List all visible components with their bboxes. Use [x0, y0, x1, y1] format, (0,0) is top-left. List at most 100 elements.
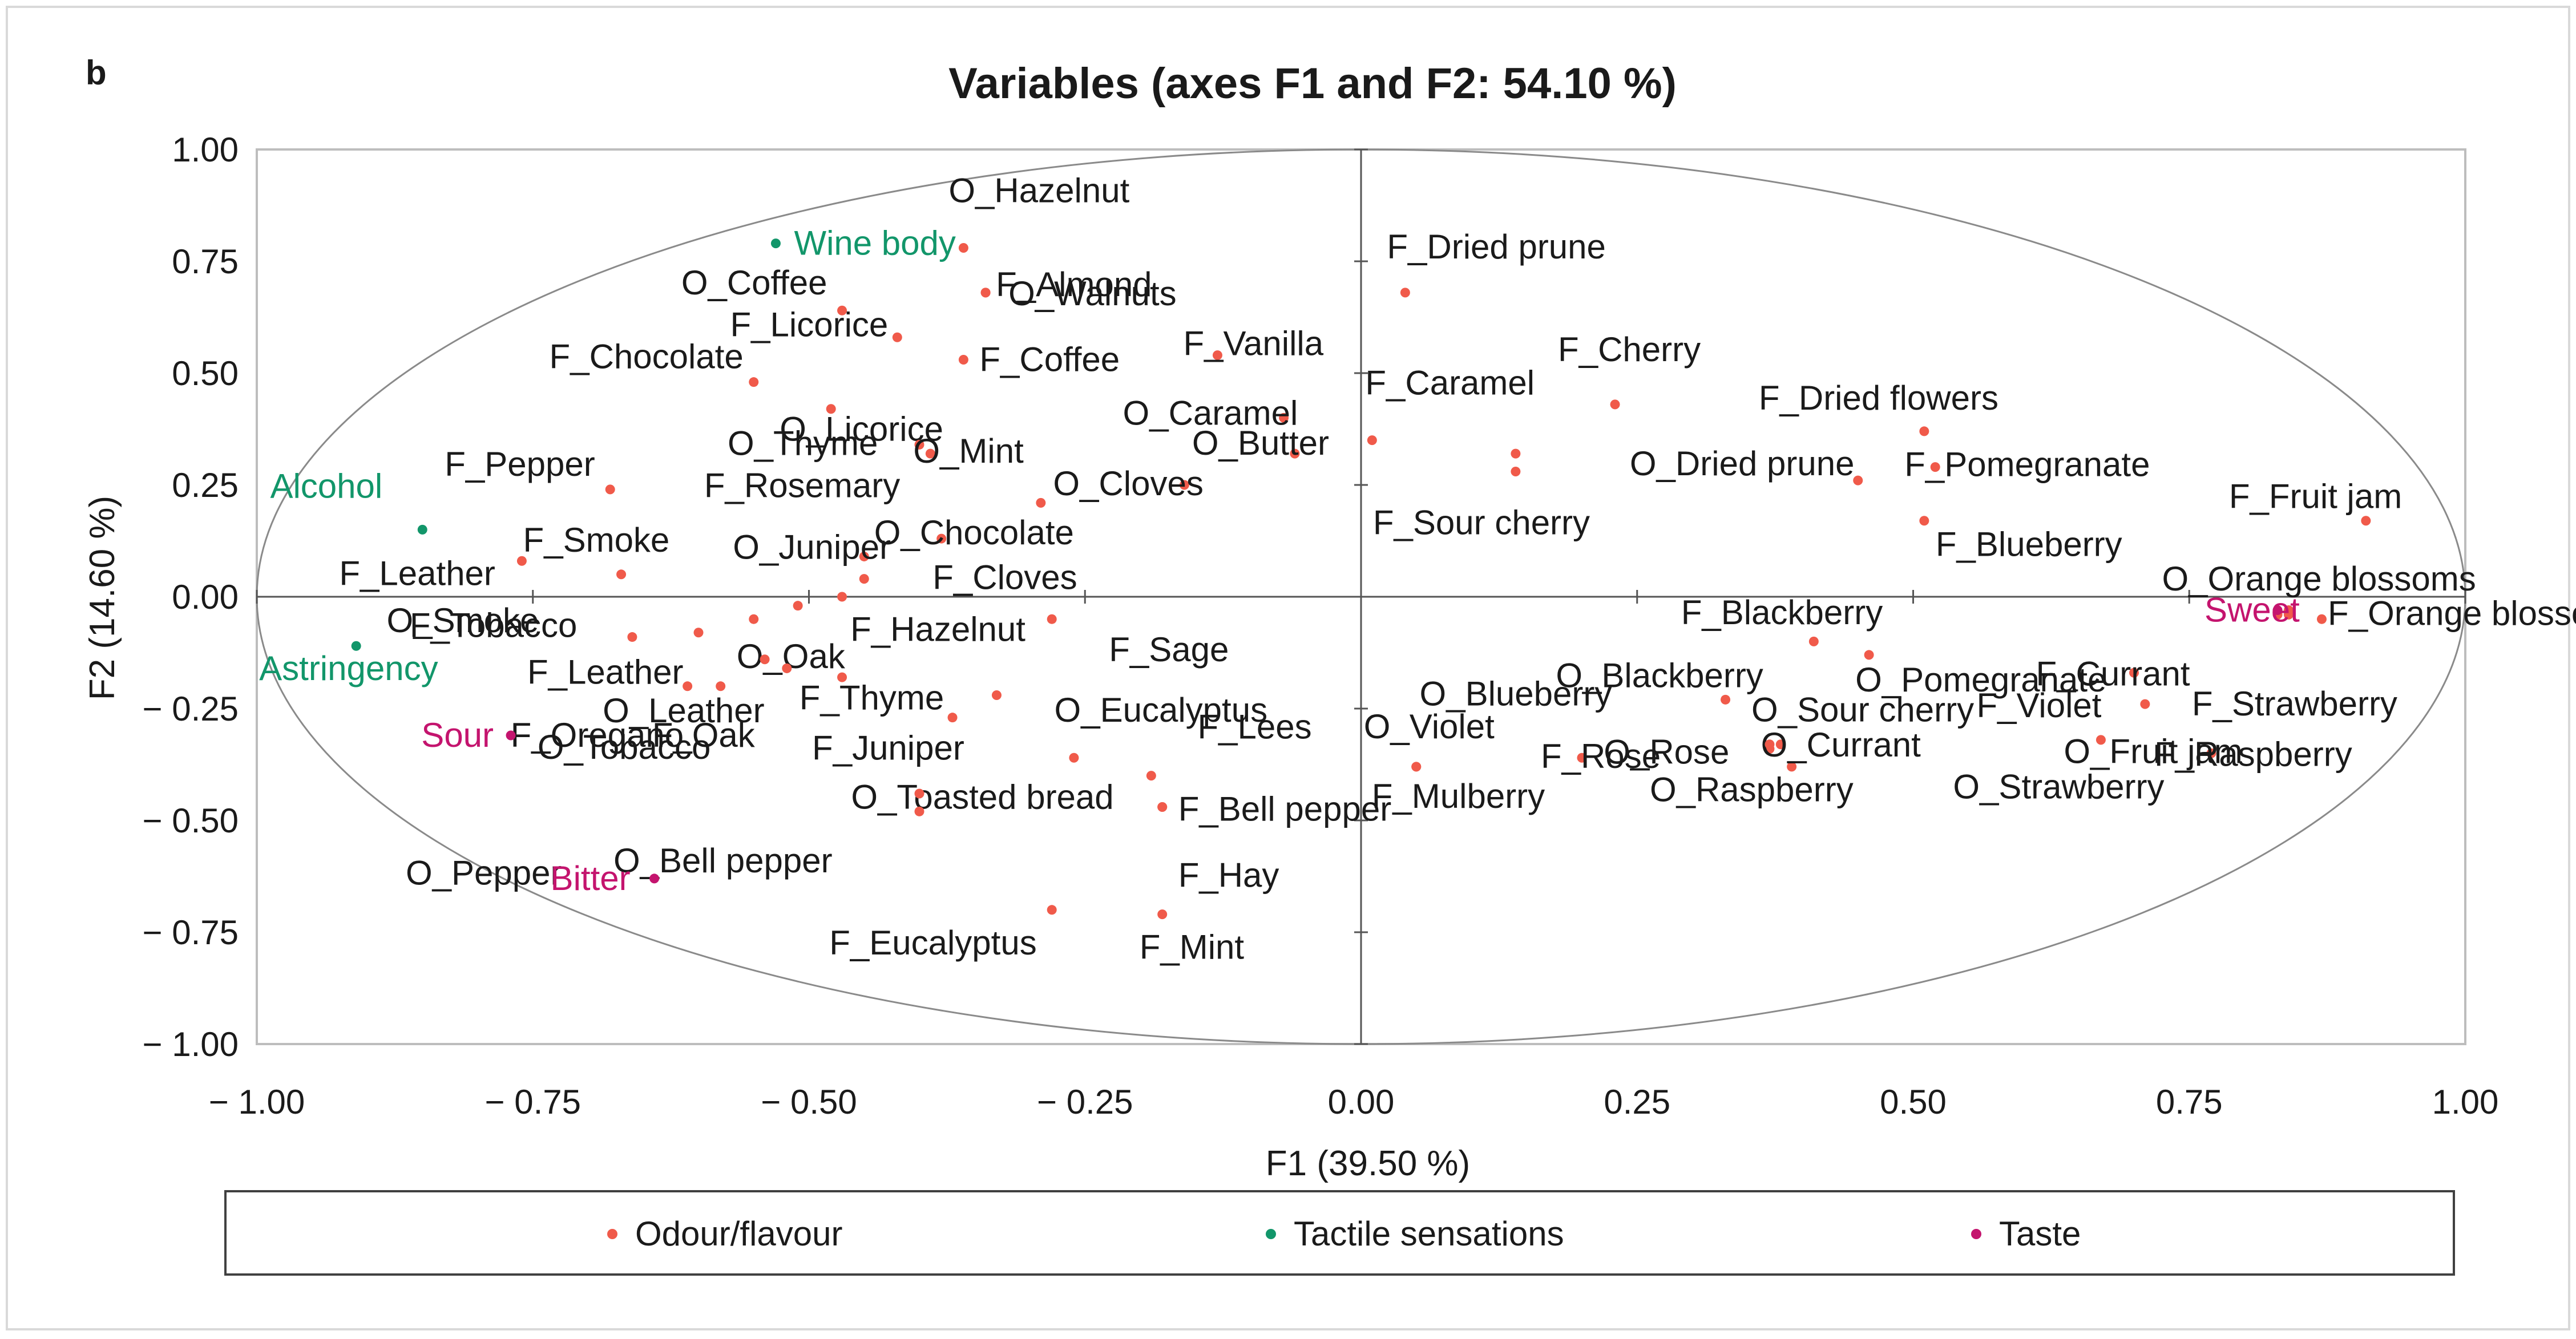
legend-item-tactile: Tactile sensations: [1266, 1215, 1564, 1253]
y-tick-label: − 0.75: [143, 913, 239, 952]
point-odour-flavour: [1036, 497, 1046, 508]
point-label: F_Blueberry: [1936, 525, 2122, 564]
x-tick-label: 0.25: [1604, 1083, 1670, 1121]
point-odour-flavour: [1157, 909, 1168, 920]
point-label: F_Cloves: [932, 559, 1077, 597]
x-axis-title: F1 (39.50 %): [1266, 1144, 1470, 1183]
point-label: F_Eucalyptus: [829, 924, 1037, 962]
point-label: F_Bell pepper: [1178, 790, 1392, 828]
point-odour-flavour: [837, 305, 847, 315]
x-tick-label: 0.00: [1328, 1083, 1395, 1121]
point-odour-flavour: [936, 533, 947, 544]
point-taste: [506, 730, 516, 741]
point-label: F_Dried flowers: [1759, 379, 1998, 417]
x-tick-label: 1.00: [2432, 1083, 2499, 1121]
point-label: F_Smoke: [523, 521, 670, 559]
legend-item-odour: Odour/flavour: [607, 1215, 843, 1253]
point-odour-flavour: [1212, 350, 1222, 361]
x-tick-label: − 0.25: [1037, 1083, 1133, 1121]
point-label: O_Walnuts: [1008, 274, 1177, 313]
legend-label-taste: Taste: [1999, 1215, 2081, 1253]
chart-title: Variables (axes F1 and F2: 54.10 %): [948, 59, 1677, 108]
point-odour-flavour: [1047, 905, 1057, 915]
y-tick-label: 0.75: [172, 242, 239, 281]
point-taste: [2272, 605, 2283, 616]
point-odour-flavour: [1930, 462, 1940, 472]
point-label: O_Hazelnut: [948, 171, 1129, 209]
point-label: F_Caramel: [1365, 364, 1535, 402]
y-tick-label: 0.50: [172, 354, 239, 393]
point-odour-flavour: [716, 681, 726, 691]
point-label: F_Hazelnut: [850, 610, 1025, 649]
point-odour-flavour: [1787, 762, 1797, 772]
panel-label: b: [86, 54, 107, 92]
point-label: O_Cloves: [1053, 464, 1203, 503]
point-odour-flavour: [1290, 448, 1300, 459]
point-label: F_Strawberry: [2192, 685, 2397, 723]
point-odour-flavour: [1808, 636, 1819, 646]
point-label: F_Rosemary: [704, 466, 900, 504]
point-label: O_Toasted bread: [851, 778, 1113, 816]
point-odour-flavour: [616, 569, 627, 580]
figure-border: [6, 6, 2570, 1330]
point-odour-flavour: [1400, 288, 1410, 298]
y-tick-label: 0.25: [172, 466, 239, 504]
point-label: F_Licorice: [730, 305, 889, 343]
point-odour-flavour: [980, 288, 991, 298]
point-odour-flavour: [958, 354, 968, 365]
point-odour-flavour: [749, 377, 759, 387]
point-label: F_Fruit jam: [2229, 478, 2402, 516]
point-label: Alcohol: [270, 467, 382, 505]
point-tactile-sensations: [770, 238, 781, 249]
point-label: O_Raspberry: [1650, 771, 1854, 809]
x-tick-label: − 1.00: [209, 1083, 305, 1121]
point-label: F_Rose: [1541, 737, 1661, 775]
legend-marker-tactile: [1266, 1229, 1276, 1239]
point-odour-flavour: [1577, 753, 1587, 763]
point-label: Bitter: [551, 859, 631, 897]
point-odour-flavour: [1367, 435, 1377, 446]
point-label: O_Butter: [1192, 424, 1329, 462]
point-odour-flavour: [749, 614, 759, 624]
point-label: O_Bell pepper: [613, 842, 833, 880]
y-tick-label: 1.00: [172, 131, 239, 169]
point-odour-flavour: [1919, 426, 1929, 436]
point-label: F_Oak: [652, 716, 756, 754]
point-label: O_Thyme: [728, 424, 878, 462]
point-label: O_Tobacco: [538, 728, 711, 766]
point-odour-flavour: [1511, 466, 1521, 476]
point-label: O_Pepper: [406, 853, 562, 892]
point-odour-flavour: [2316, 614, 2327, 624]
point-label: F_Cherry: [1558, 330, 1701, 369]
point-odour-flavour: [793, 601, 803, 611]
point-odour-flavour: [892, 332, 902, 342]
point-label: O_Blueberry: [1420, 674, 1612, 713]
point-odour-flavour: [1511, 448, 1521, 459]
point-odour-flavour: [2129, 668, 2139, 678]
point-label: O_Juniper: [733, 528, 891, 566]
point-label: F_Pepper: [445, 445, 595, 483]
point-odour-flavour: [683, 681, 693, 691]
y-tick-label: 0.00: [172, 578, 239, 616]
point-label: O_Leather: [603, 691, 765, 730]
point-label: Astringency: [259, 649, 438, 687]
point-odour-flavour: [1146, 771, 1156, 781]
point-label: F_Leather: [527, 653, 684, 691]
point-tactile-sensations: [417, 524, 427, 535]
point-odour-flavour: [693, 628, 704, 638]
point-label: F_Leather: [339, 554, 495, 592]
point-label: O_Pomegranate: [1855, 661, 2106, 699]
point-label: O_Dried prune: [1630, 444, 1855, 483]
point-odour-flavour: [2206, 748, 2216, 758]
point-label: F_Juniper: [812, 729, 964, 767]
point-label: F_Oregano: [511, 716, 684, 754]
point-odour-flavour: [837, 592, 847, 602]
point-odour-flavour: [2361, 516, 2371, 526]
point-odour-flavour: [837, 672, 847, 682]
point-odour-flavour: [914, 806, 924, 816]
point-odour-flavour: [1047, 614, 1057, 624]
point-odour-flavour: [1765, 739, 1775, 750]
point-odour-flavour: [958, 242, 968, 253]
point-label: O_Currant: [1761, 726, 1921, 764]
